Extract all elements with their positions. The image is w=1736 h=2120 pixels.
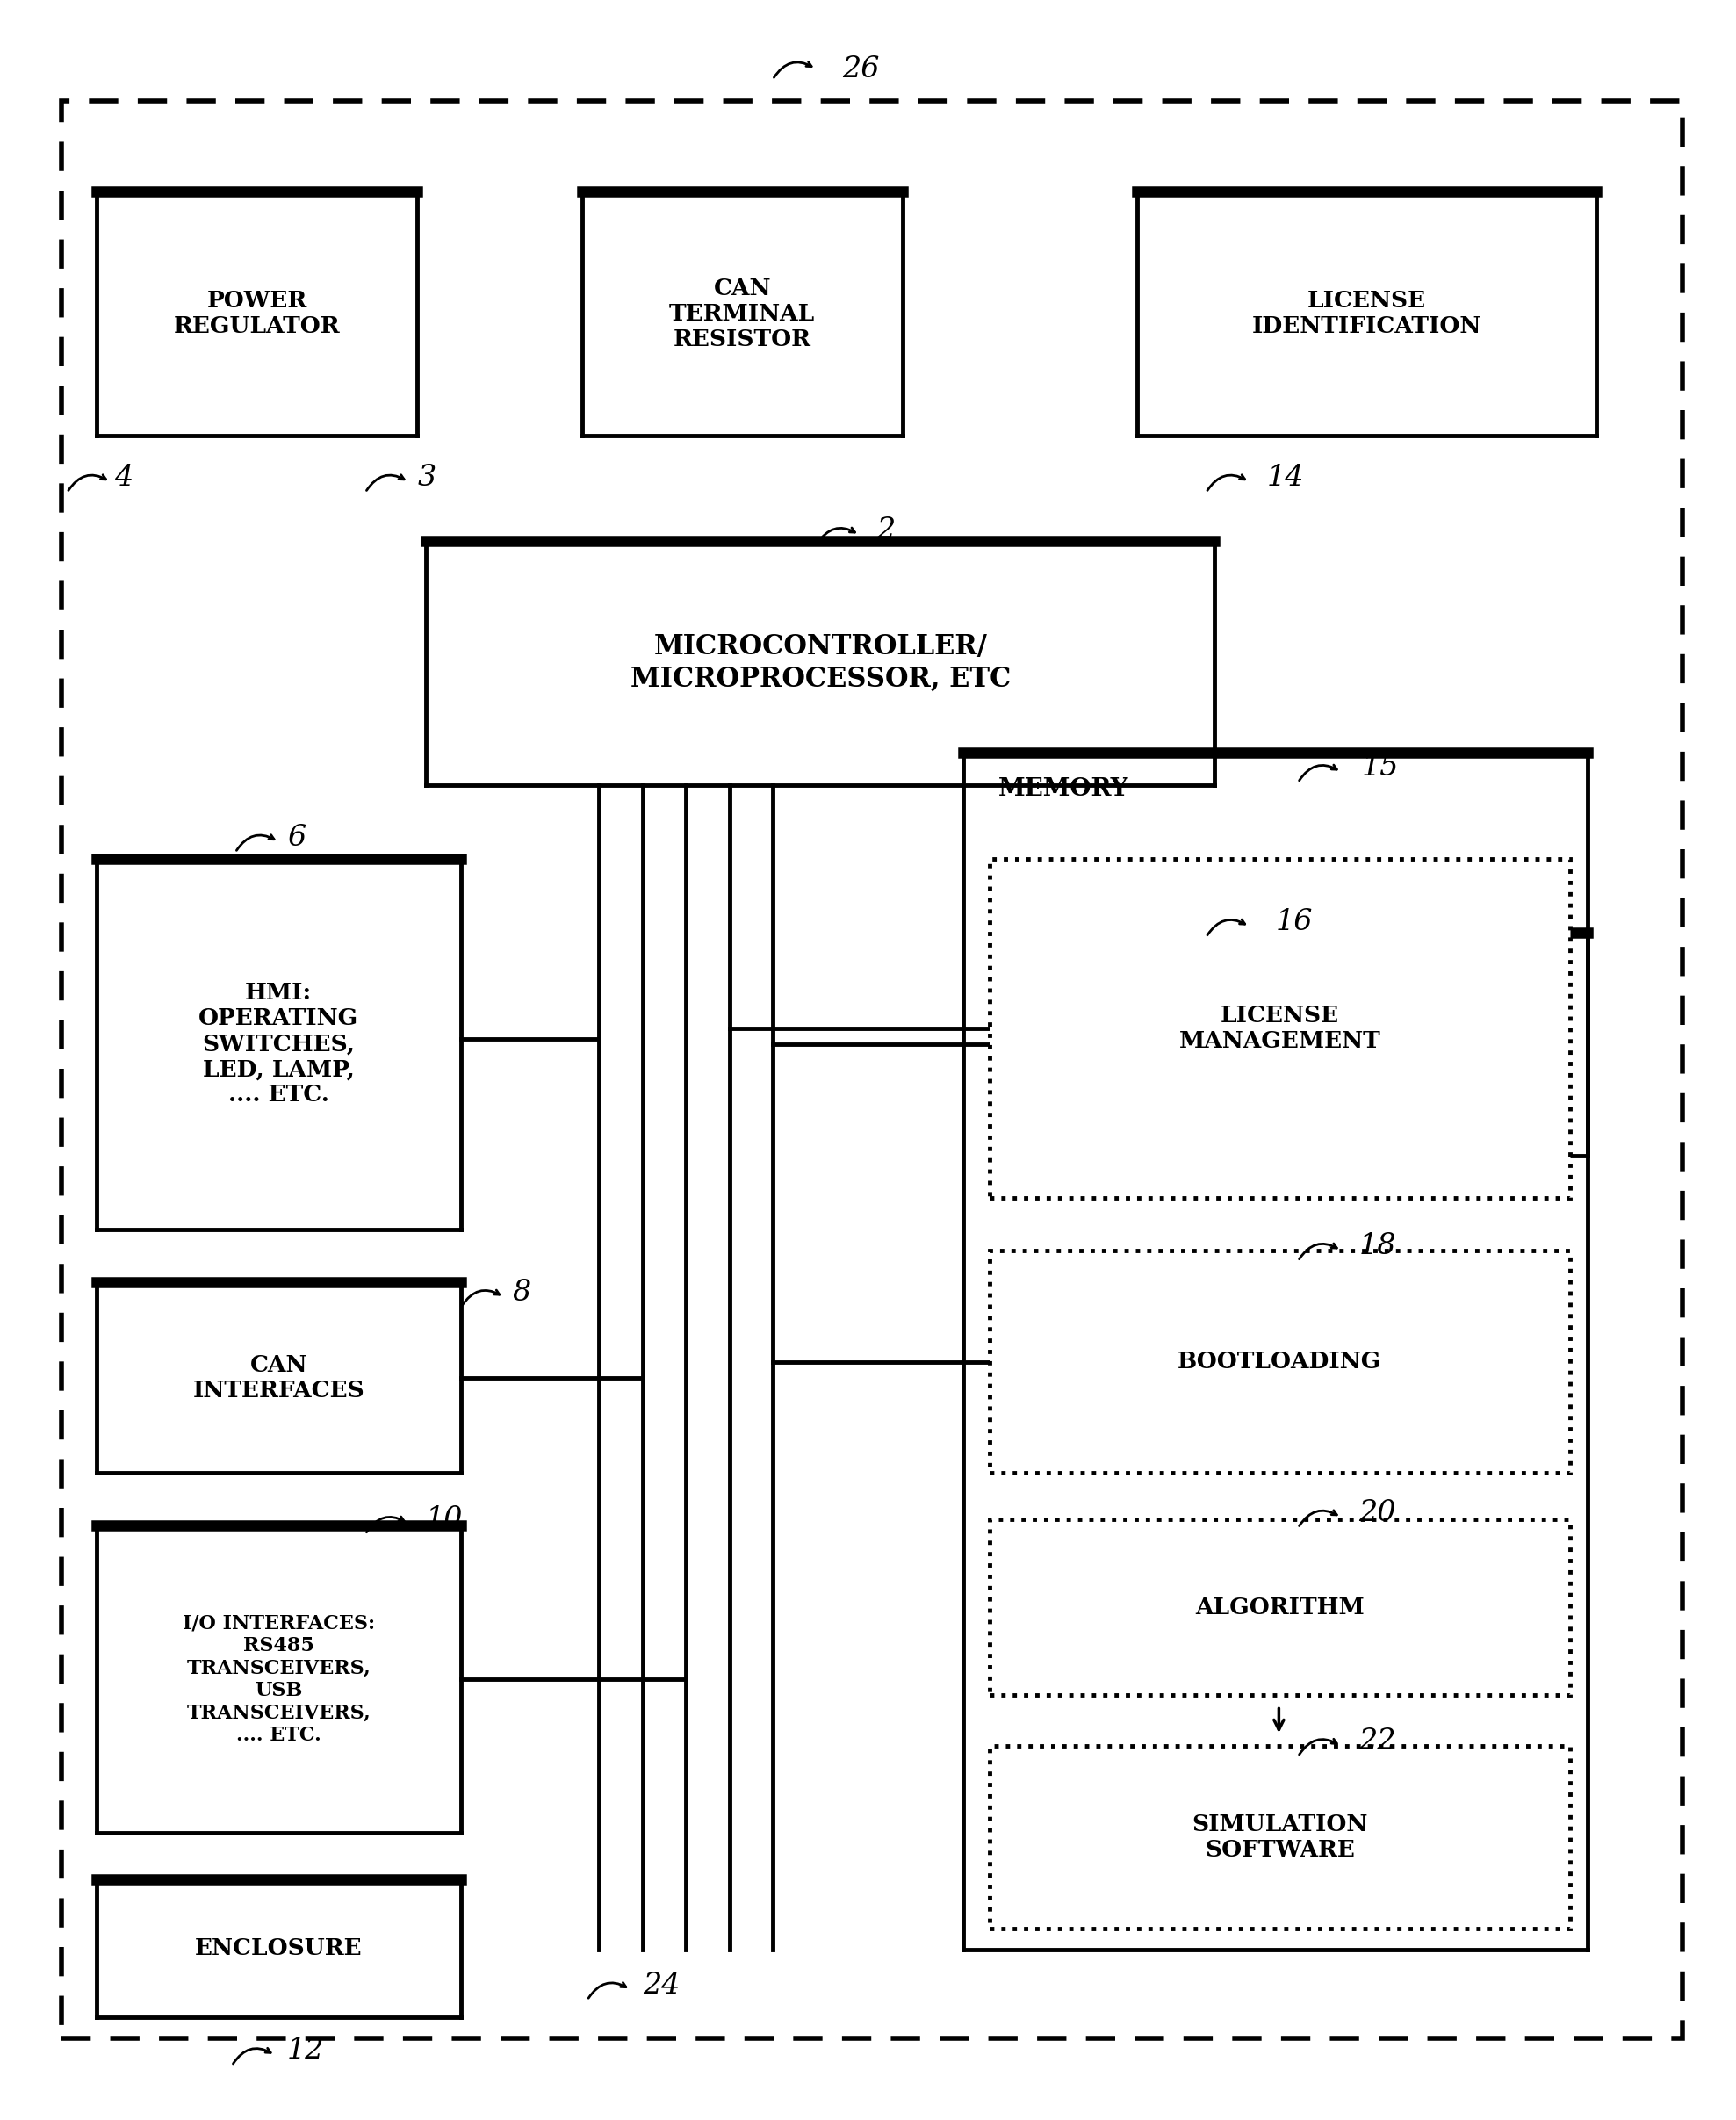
Text: MICROCONTROLLER/
MICROPROCESSOR, ETC: MICROCONTROLLER/ MICROPROCESSOR, ETC: [630, 634, 1010, 693]
Text: 4: 4: [115, 464, 132, 492]
Text: MEMORY: MEMORY: [998, 778, 1128, 801]
Text: CAN
TERMINAL
RESISTOR: CAN TERMINAL RESISTOR: [670, 278, 816, 350]
Text: ENCLOSURE: ENCLOSURE: [194, 1938, 363, 1959]
Bar: [990, 1520, 1569, 1696]
Bar: [97, 1283, 460, 1473]
Bar: [1137, 191, 1595, 435]
Bar: [990, 1251, 1569, 1473]
Text: 16: 16: [1276, 907, 1312, 937]
Text: 15: 15: [1363, 755, 1399, 782]
Text: SIMULATION
SOFTWARE: SIMULATION SOFTWARE: [1191, 1813, 1368, 1861]
Bar: [97, 1526, 460, 1834]
Text: POWER
REGULATOR: POWER REGULATOR: [174, 290, 340, 337]
Text: 24: 24: [642, 1972, 681, 1999]
Text: OSCILLATOR
CIRCUITS: OSCILLATOR CIRCUITS: [1250, 1020, 1422, 1068]
Bar: [425, 541, 1215, 784]
Text: 22: 22: [1359, 1728, 1396, 1755]
Text: LICENSE
MANAGEMENT: LICENSE MANAGEMENT: [1179, 1005, 1380, 1052]
Text: 12: 12: [286, 2037, 325, 2065]
Text: 14: 14: [1267, 464, 1304, 492]
Bar: [97, 859, 460, 1230]
Text: 26: 26: [842, 55, 880, 83]
Text: LICENSE
IDENTIFICATION: LICENSE IDENTIFICATION: [1252, 290, 1481, 337]
Text: 2: 2: [877, 517, 896, 545]
Text: 10: 10: [425, 1505, 464, 1533]
Bar: [97, 191, 417, 435]
Text: ALGORITHM: ALGORITHM: [1194, 1596, 1364, 1618]
Bar: [1085, 933, 1587, 1155]
Text: 20: 20: [1359, 1499, 1396, 1526]
Text: BOOTLOADING: BOOTLOADING: [1177, 1350, 1382, 1374]
Text: I/O INTERFACES:
RS485
TRANSCEIVERS,
USB
TRANSCEIVERS,
.... ETC.: I/O INTERFACES: RS485 TRANSCEIVERS, USB …: [182, 1613, 375, 1745]
Text: 8: 8: [512, 1278, 531, 1308]
Text: HMI:
OPERATING
SWITCHES,
LED, LAMP,
.... ETC.: HMI: OPERATING SWITCHES, LED, LAMP, ....…: [198, 982, 359, 1107]
Text: 6: 6: [286, 823, 306, 852]
Bar: [582, 191, 903, 435]
Text: 3: 3: [417, 464, 436, 492]
Text: 18: 18: [1359, 1232, 1396, 1261]
Bar: [990, 1747, 1569, 1929]
Bar: [990, 859, 1569, 1198]
Text: CAN
INTERFACES: CAN INTERFACES: [193, 1355, 365, 1401]
Bar: [97, 1880, 460, 2016]
Bar: [963, 753, 1587, 1950]
